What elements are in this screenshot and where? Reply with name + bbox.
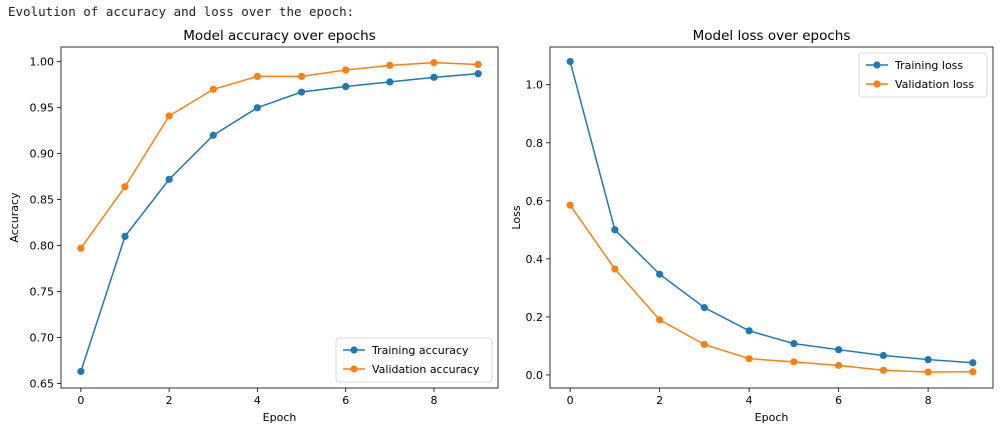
accuracy-chart: Model accuracy over epochs 0 2 4 6 8 0.65 0.70 0… <box>8 28 499 424</box>
data-point <box>430 73 438 81</box>
data-point <box>474 60 482 69</box>
data-point <box>700 340 708 349</box>
y-tick-label: 0.8 <box>526 137 544 150</box>
data-point <box>386 61 394 69</box>
data-point <box>342 66 350 74</box>
legend-box <box>335 337 493 383</box>
data-point <box>342 82 350 91</box>
x-axis-label: Epoch <box>755 411 789 424</box>
data-point <box>969 359 977 367</box>
x-tick-label: 0 <box>77 394 84 407</box>
x-tick-label: 4 <box>746 394 753 407</box>
data-point <box>790 358 798 366</box>
data-point <box>656 316 664 324</box>
data-point <box>209 85 217 93</box>
x-tick-label: 8 <box>430 394 437 407</box>
series-line <box>569 204 973 373</box>
legend-label: Training accuracy <box>371 344 469 357</box>
y-tick-label: 0.75 <box>30 285 55 298</box>
legend-marker <box>873 61 881 69</box>
data-point <box>745 355 753 363</box>
data-point <box>165 175 173 183</box>
x-axis-label: Epoch <box>263 411 297 424</box>
data-point <box>969 368 977 376</box>
data-point <box>121 232 129 240</box>
legend-label: Training loss <box>894 59 963 72</box>
data-point <box>611 265 619 273</box>
chart-title: Model accuracy over epochs <box>183 28 376 44</box>
data-point <box>474 70 482 78</box>
data-point <box>924 368 932 376</box>
data-point <box>165 112 173 120</box>
data-point <box>253 72 262 81</box>
y-tick-label: 0.95 <box>30 102 55 115</box>
x-tick-label: 0 <box>567 394 574 407</box>
y-tick-label: 1.0 <box>526 79 544 92</box>
legend-box <box>858 52 988 98</box>
x-tick-label: 6 <box>835 394 842 407</box>
y-axis-label: Loss <box>510 205 523 229</box>
legend-label: Validation accuracy <box>372 363 480 376</box>
data-point <box>566 57 574 66</box>
y-tick-label: 0.6 <box>526 195 544 208</box>
series-line <box>80 61 479 249</box>
x-tick-label: 2 <box>656 394 663 407</box>
data-point <box>209 131 217 139</box>
series-line <box>80 72 479 372</box>
data-point <box>253 104 262 112</box>
data-point <box>656 270 664 278</box>
data-point <box>924 355 932 364</box>
y-tick-label: 1.00 <box>30 56 55 69</box>
data-point <box>879 351 887 360</box>
x-tick-label: 8 <box>925 394 932 407</box>
x-tick-label: 4 <box>254 394 261 407</box>
data-point <box>297 88 306 96</box>
x-tick-label: 2 <box>166 394 173 407</box>
data-point <box>77 244 85 252</box>
data-point <box>835 346 843 354</box>
y-tick-label: 0.90 <box>30 148 55 161</box>
data-point <box>611 226 619 234</box>
data-point <box>297 72 306 81</box>
data-point <box>566 201 574 209</box>
data-point <box>835 361 843 369</box>
series-line <box>569 61 973 364</box>
y-tick-label: 0.80 <box>30 240 55 253</box>
y-tick-label: 0.2 <box>526 311 544 324</box>
data-point <box>745 327 753 335</box>
y-tick-label: 0.65 <box>30 377 55 390</box>
plot-frame <box>60 46 499 389</box>
plot-frame <box>549 46 994 389</box>
data-point <box>386 78 394 86</box>
chart-title: Model loss over epochs <box>693 28 851 44</box>
y-axis-label: Accuracy <box>8 192 21 243</box>
cell-output-text: Evolution of accuracy and loss over the … <box>8 4 355 19</box>
legend-marker <box>350 346 358 354</box>
legend-label: Validation loss <box>895 78 974 91</box>
loss-chart: Model loss over epochs 0 2 4 6 8 0.0 0.2 0.4 0.6 0… <box>510 28 994 424</box>
legend-marker <box>873 80 881 88</box>
data-point <box>77 367 85 376</box>
data-point <box>121 183 129 191</box>
legend-marker <box>350 365 358 373</box>
x-tick-label: 6 <box>342 394 349 407</box>
y-tick-label: 0.0 <box>526 369 544 382</box>
data-point <box>700 304 708 312</box>
data-point <box>430 59 438 67</box>
data-point <box>790 339 798 348</box>
y-tick-label: 0.70 <box>30 331 55 344</box>
y-tick-label: 0.4 <box>526 253 544 266</box>
y-tick-label: 0.85 <box>30 194 55 207</box>
data-point <box>879 366 887 374</box>
